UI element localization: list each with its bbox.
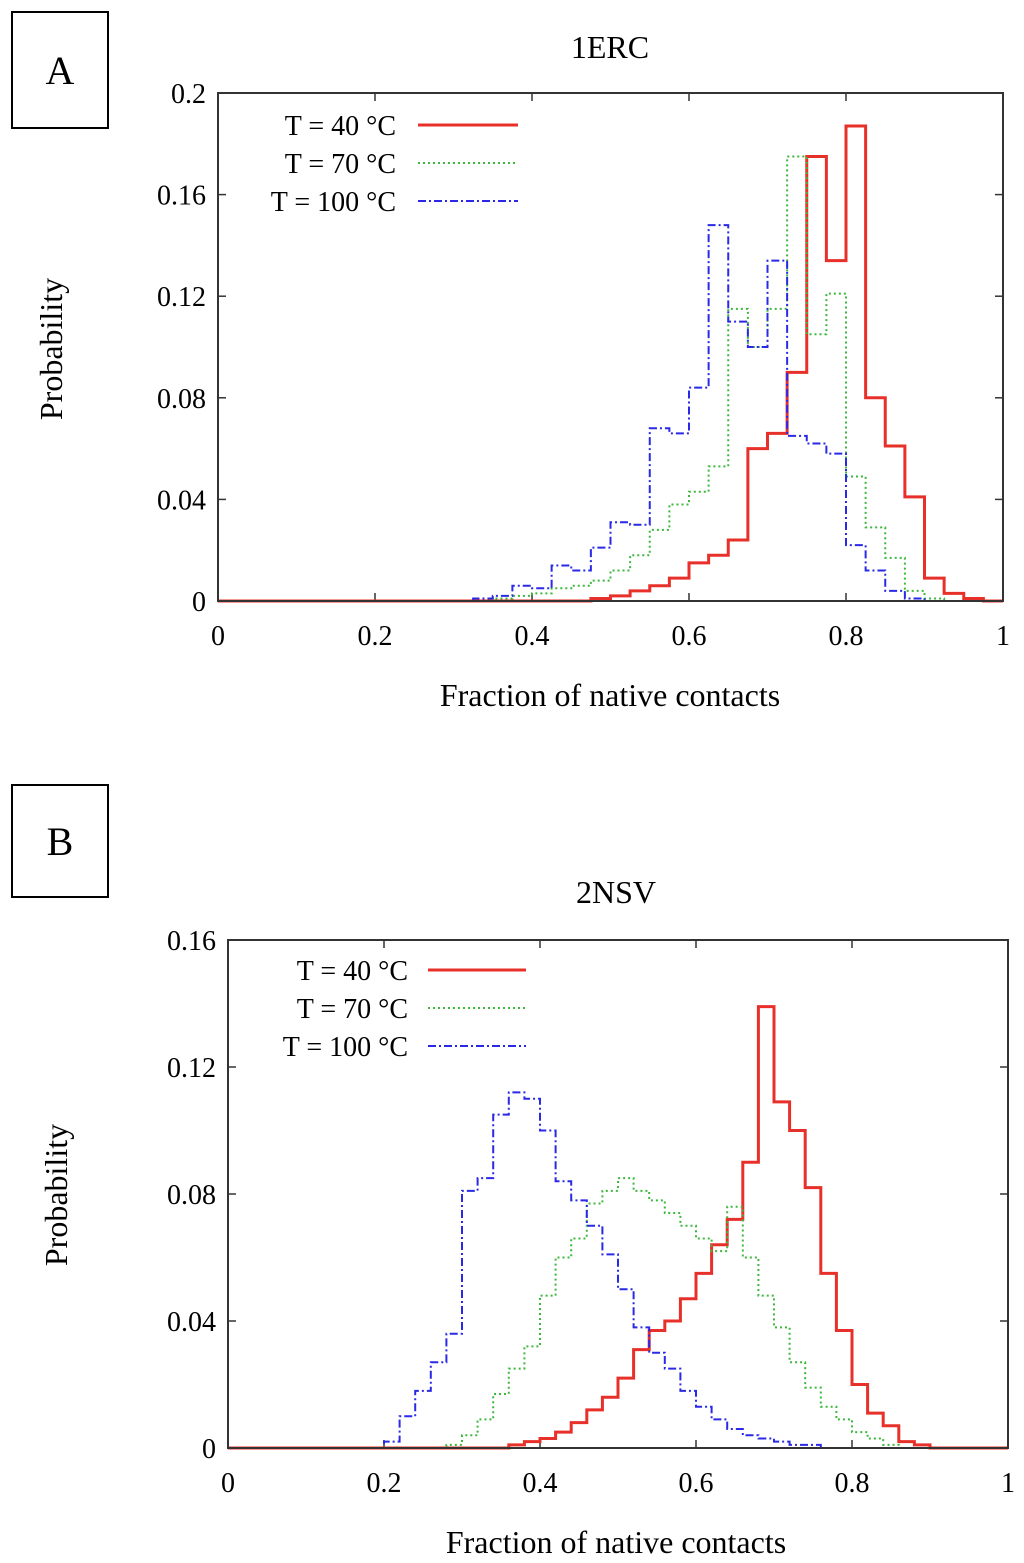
panel-b-series-t40 — [228, 1005, 1008, 1450]
panel-a-series-t100 — [218, 224, 1003, 602]
panel-b-xlabel: Fraction of native contacts — [446, 1524, 786, 1560]
panel-b-xtick-label: 0 — [221, 1468, 235, 1499]
panel-b-legend-label: T = 40 °C — [297, 956, 408, 987]
panel-b-series-t100 — [228, 1091, 1008, 1449]
panel-a-legend-label: T = 40 °C — [285, 111, 396, 142]
panel-b-label: B — [47, 819, 74, 864]
panel-b-series — [228, 1005, 1008, 1450]
panel-a-legend-label: T = 100 °C — [271, 187, 396, 218]
panel-a-xtick-label: 0.6 — [672, 621, 707, 652]
panel-b-series-t70 — [228, 1177, 1008, 1449]
panel-b-plot-frame — [227, 939, 1009, 1449]
panel-a-label-box — [11, 11, 109, 129]
panel-a-ytick-label: 0 — [192, 587, 206, 618]
panel-a-title: 1ERC — [571, 29, 649, 65]
panel-b-ytick-label: 0.08 — [167, 1180, 216, 1211]
panel-a-ylabel: Probability — [33, 278, 69, 420]
panel-b-ytick-label: 0.12 — [167, 1053, 216, 1084]
panel-b-ytick-label: 0.04 — [167, 1307, 216, 1338]
panel-a-ytick-label: 0.04 — [157, 485, 206, 516]
panel-b-legend-label: T = 70 °C — [297, 994, 408, 1025]
panel-a-series-t70 — [218, 155, 1003, 602]
panel-b: B 2NSV Fraction of native contacts Proba… — [11, 784, 1015, 1560]
panel-a-ytick-label: 0.12 — [157, 282, 206, 313]
panel-b-label-box — [11, 784, 109, 898]
panel-a-xtick-label: 1 — [996, 621, 1010, 652]
panel-a-plot-frame — [217, 92, 1004, 602]
panel-a-ytick-label: 0.16 — [157, 181, 206, 212]
panel-b-xtick-label: 0.6 — [679, 1468, 714, 1499]
panel-b-title: 2NSV — [576, 874, 656, 910]
panel-a-xtick-label: 0 — [211, 621, 225, 652]
panel-a-series — [218, 124, 1003, 603]
panel-a-label: A — [46, 48, 75, 93]
panel-a-legend-label: T = 70 °C — [285, 149, 396, 180]
panel-a-legend: T = 40 °C T = 70 °C T = 100 °C — [271, 111, 518, 218]
panel-b-ticks: 0 0.2 0.4 0.6 0.8 1 0 0.04 0.08 0.12 0.16 — [167, 926, 1015, 1499]
panel-a-ytick-label: 0.2 — [171, 79, 206, 110]
panel-a-xlabel: Fraction of native contacts — [440, 677, 780, 713]
panel-a-xtick-label: 0.8 — [829, 621, 864, 652]
panel-b-xtick-label: 0.8 — [835, 1468, 870, 1499]
panel-a-xtick-label: 0.2 — [358, 621, 393, 652]
panel-b-ylabel: Probability — [38, 1124, 74, 1266]
panel-a-series-t40 — [218, 124, 1003, 603]
panel-b-xtick-label: 1 — [1001, 1468, 1015, 1499]
panel-a-ticks: 0 0.2 0.4 0.6 0.8 1 0 0.04 0.08 0.12 0.16 0.2 — [157, 79, 1010, 652]
panel-a-ytick-label: 0.08 — [157, 384, 206, 415]
panel-b-xtick-label: 0.2 — [367, 1468, 402, 1499]
panel-b-xtick-label: 0.4 — [523, 1468, 558, 1499]
panel-b-ytick-label: 0 — [202, 1434, 216, 1465]
panel-a-xtick-label: 0.4 — [515, 621, 550, 652]
panel-b-ytick-label: 0.16 — [167, 926, 216, 957]
panel-b-legend: T = 40 °C T = 70 °C T = 100 °C — [283, 956, 526, 1063]
panel-b-legend-label: T = 100 °C — [283, 1032, 408, 1063]
panel-a: A 1ERC Fraction of native contacts Proba… — [11, 11, 1010, 713]
